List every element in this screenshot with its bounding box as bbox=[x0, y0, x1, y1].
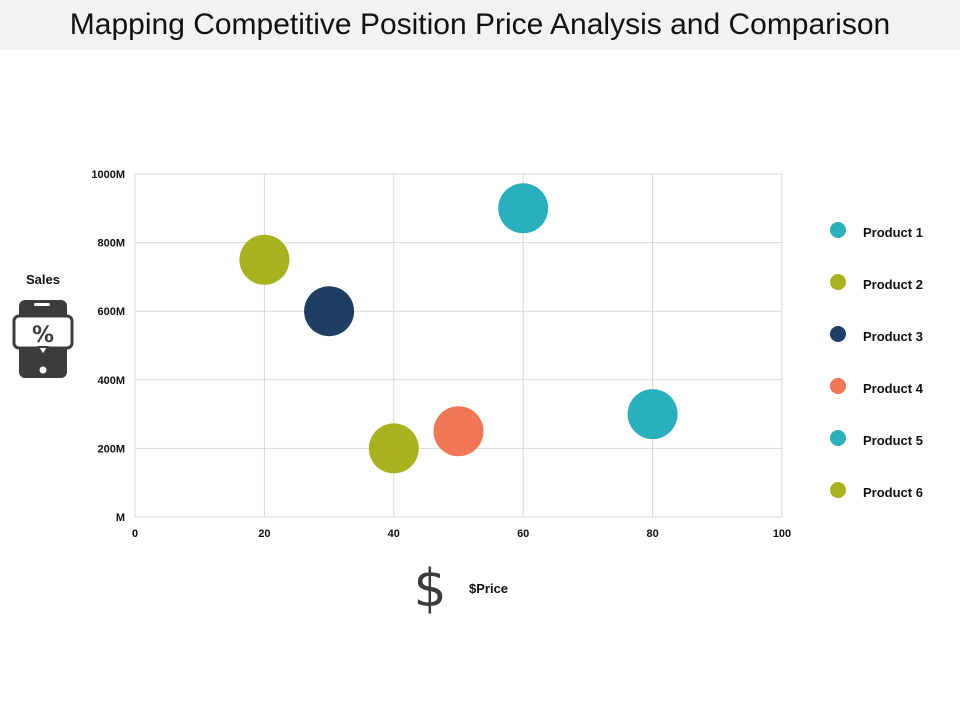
legend-label: Product 4 bbox=[863, 381, 924, 396]
legend-marker bbox=[830, 430, 846, 446]
mobile-discount-icon: % bbox=[12, 300, 74, 378]
y-tick-label: 800M bbox=[97, 238, 125, 250]
dollar-icon: $ bbox=[413, 559, 446, 619]
plot-frame bbox=[134, 173, 783, 518]
bubble-product-6 bbox=[368, 423, 419, 474]
legend-label: Product 6 bbox=[863, 485, 923, 500]
legend-label: Product 1 bbox=[863, 225, 923, 240]
x-tick-label: 80 bbox=[646, 528, 658, 540]
legend-label: Product 3 bbox=[863, 329, 923, 344]
bubble-product-4 bbox=[433, 406, 484, 457]
page-title: Mapping Competitive Position Price Analy… bbox=[69, 8, 891, 41]
y-tick-label: 600M bbox=[97, 306, 125, 318]
x-tick-label: 100 bbox=[773, 528, 791, 540]
bubble-product-1 bbox=[498, 183, 549, 234]
legend: Product 1 Product 2 Product 3 Product 4 Prod… bbox=[830, 222, 924, 500]
y-tick-label: 200M bbox=[97, 443, 125, 455]
x-tick-label: 0 bbox=[132, 528, 138, 540]
title-bar: Mapping Competitive Position Price Analy… bbox=[0, 0, 960, 50]
legend-marker bbox=[830, 482, 846, 498]
x-tick-label: 20 bbox=[258, 528, 270, 540]
x-tick-label: 40 bbox=[388, 528, 400, 540]
grid bbox=[134, 173, 783, 518]
legend-marker bbox=[830, 326, 846, 342]
legend-marker bbox=[830, 274, 846, 290]
bubble-product-3 bbox=[304, 286, 355, 337]
x-tick-labels: 0 20 40 60 80 100 bbox=[132, 528, 791, 540]
bubble-product-5 bbox=[627, 389, 678, 440]
svg-text:%: % bbox=[32, 323, 54, 348]
bubble-product-2 bbox=[239, 234, 290, 285]
legend-label: Product 2 bbox=[863, 277, 923, 292]
x-tick-label: 60 bbox=[517, 528, 529, 540]
legend-marker bbox=[830, 222, 846, 238]
legend-label: Product 5 bbox=[863, 433, 923, 448]
y-tick-labels: M 200M 400M 600M 800M 1000M bbox=[91, 169, 125, 524]
legend-marker bbox=[830, 378, 846, 394]
y-tick-label: 1000M bbox=[91, 169, 125, 181]
y-tick-label: 400M bbox=[97, 375, 125, 387]
x-axis-title: $Price bbox=[469, 581, 508, 596]
y-axis-title: Sales bbox=[26, 272, 60, 287]
bubbles bbox=[239, 183, 678, 474]
y-tick-label: M bbox=[116, 512, 125, 524]
